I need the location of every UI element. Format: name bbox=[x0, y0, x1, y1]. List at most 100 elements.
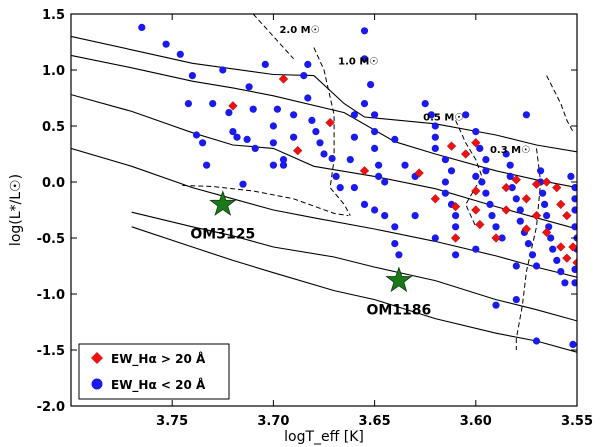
star-marker-om1186 bbox=[385, 266, 413, 293]
blue-circle-point bbox=[346, 156, 354, 164]
blue-circle-point bbox=[375, 172, 383, 180]
blue-circle-point bbox=[557, 268, 565, 276]
blue-circle-point bbox=[571, 184, 577, 192]
mass-label-0: 2.0 M☉ bbox=[279, 25, 319, 36]
red-diamond-point bbox=[450, 233, 461, 243]
data-points bbox=[138, 23, 577, 348]
blue-circle-point bbox=[176, 50, 184, 58]
blue-circle-point bbox=[328, 154, 336, 163]
x-tick-label: 3.60 bbox=[460, 414, 492, 429]
y-tick-label: 0.0 bbox=[42, 176, 65, 191]
blue-circle-point bbox=[488, 212, 496, 220]
x-axis-title: logT_eff [K] bbox=[284, 429, 364, 445]
blue-circle-point bbox=[273, 105, 281, 113]
red-diamond-point bbox=[531, 210, 542, 221]
axes: 3.75 3.70 3.65 3.60 3.55 1.5 1.0 0.5 0.0 -0.5 -1.0… bbox=[8, 8, 593, 445]
y-tick-label: -1.0 bbox=[37, 288, 65, 303]
red-diamond-point bbox=[511, 175, 521, 185]
blue-circle-point bbox=[431, 144, 439, 152]
red-diamond-point bbox=[278, 74, 289, 84]
red-diamond-point bbox=[414, 168, 424, 178]
blue-circle-point bbox=[472, 245, 480, 253]
red-diamond-point bbox=[501, 205, 511, 215]
blue-circle-point bbox=[472, 172, 480, 180]
blue-circle-point bbox=[506, 161, 514, 169]
red-diamond-point bbox=[430, 194, 441, 204]
blue-circle-point bbox=[209, 100, 217, 108]
mass-label-1: 1.0 M☉ bbox=[338, 56, 378, 67]
blue-circle-point bbox=[138, 23, 146, 31]
blue-circle-point bbox=[243, 135, 251, 143]
red-diamond-point bbox=[359, 166, 370, 176]
blue-circle-point bbox=[350, 184, 358, 192]
mass-track-line-2 bbox=[455, 120, 483, 228]
blue-circle-point bbox=[192, 131, 201, 139]
blue-circle-point bbox=[512, 296, 520, 304]
blue-circle-point bbox=[441, 189, 449, 197]
red-diamond-point bbox=[568, 242, 577, 252]
blue-circle-point bbox=[431, 133, 439, 141]
blue-circle-point bbox=[199, 139, 207, 147]
blue-circle-point bbox=[462, 111, 470, 119]
mass-labels: 2.0 M☉ 1.0 M☉ 0.5 M☉ 0.3 M☉ bbox=[279, 25, 530, 156]
blue-circle-point bbox=[304, 94, 312, 102]
blue-circle-point bbox=[360, 55, 369, 63]
isochrone-line-3 bbox=[71, 147, 577, 278]
y-tick-label: 1.5 bbox=[42, 8, 65, 23]
blue-circle-point bbox=[571, 265, 577, 273]
blue-circle-point bbox=[269, 139, 277, 147]
blue-circle-point bbox=[371, 206, 379, 214]
legend-label: EW_Hα < 20 Å bbox=[111, 377, 206, 393]
y-tick-label: 0.5 bbox=[42, 120, 65, 135]
blue-circle-point bbox=[532, 337, 541, 345]
blue-circle-point bbox=[219, 66, 227, 74]
blue-circle-point bbox=[571, 223, 577, 231]
blue-circle-point bbox=[498, 234, 506, 242]
blue-circle-point bbox=[516, 217, 524, 225]
red-diamond-point bbox=[446, 141, 457, 151]
red-diamond-point bbox=[556, 199, 566, 210]
blue-circle-point bbox=[522, 111, 531, 119]
blue-circle-point bbox=[532, 262, 541, 270]
x-tick-label: 3.75 bbox=[156, 414, 188, 429]
blue-circle-point bbox=[188, 72, 196, 80]
red-diamond-point bbox=[471, 138, 481, 148]
blue-circle-point bbox=[543, 212, 551, 220]
blue-circle-point bbox=[524, 240, 533, 248]
red-diamond-point bbox=[450, 201, 461, 212]
blue-circle-point bbox=[316, 139, 324, 147]
blue-circle-point bbox=[245, 83, 253, 91]
blue-circle-point bbox=[486, 200, 494, 208]
mass-track-line-4 bbox=[182, 184, 349, 217]
x-tick-label: 3.55 bbox=[561, 414, 593, 429]
blue-circle-point bbox=[441, 156, 449, 164]
blue-circle-point bbox=[367, 81, 375, 89]
blue-circle-point bbox=[506, 172, 514, 180]
red-diamond-point bbox=[572, 257, 577, 268]
blue-circle-point bbox=[508, 184, 516, 192]
blue-circle-point bbox=[279, 161, 288, 169]
red-diamond-point bbox=[521, 224, 532, 234]
blue-circle-point bbox=[261, 60, 269, 68]
y-axis-title: log(L*/L☉) bbox=[8, 174, 24, 246]
red-diamond-point bbox=[541, 177, 552, 187]
blue-circle-point bbox=[541, 200, 549, 208]
legend-marker-diamond bbox=[91, 352, 103, 364]
blue-circle-point bbox=[233, 133, 241, 141]
blue-circle-point bbox=[360, 100, 369, 108]
blue-circle-point bbox=[571, 279, 577, 287]
blue-circle-point bbox=[304, 60, 312, 68]
blue-circle-point bbox=[381, 178, 389, 186]
star-label-om3125: OM3125 bbox=[190, 226, 255, 242]
blue-circle-point bbox=[225, 109, 233, 117]
blue-circle-point bbox=[452, 223, 460, 231]
blue-circle-point bbox=[312, 128, 320, 136]
blue-circle-point bbox=[567, 172, 575, 180]
star-marker-om3125 bbox=[209, 190, 237, 216]
blue-circle-point bbox=[516, 206, 524, 214]
legend-label: EW_Hα > 20 Å bbox=[111, 351, 206, 367]
blue-circle-point bbox=[203, 161, 211, 169]
mass-label-2: 0.5 M☉ bbox=[423, 112, 463, 123]
blue-circle-point bbox=[391, 223, 399, 231]
